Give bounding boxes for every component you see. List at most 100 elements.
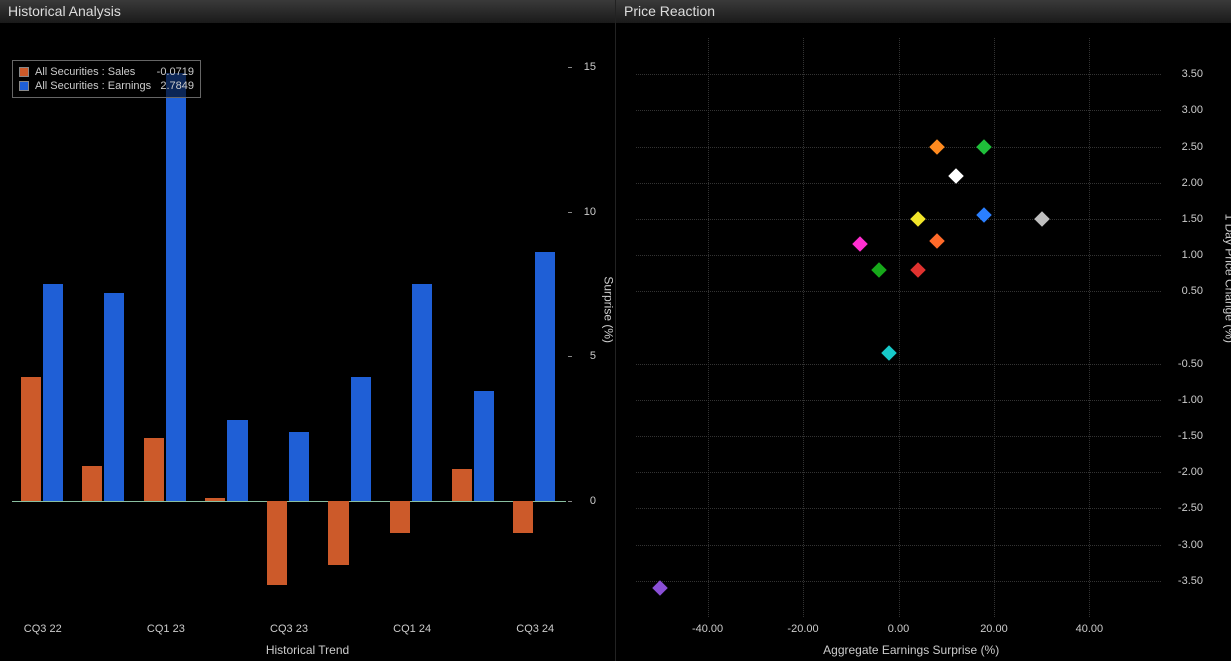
bar-earnings[interactable] — [104, 293, 124, 501]
bar-earnings[interactable] — [351, 377, 371, 501]
scatter-point[interactable] — [948, 168, 964, 184]
panel-tab-price-reaction[interactable]: Price Reaction — [616, 0, 1231, 24]
scatter-y-tick-label: -1.50 — [1178, 430, 1203, 442]
scatter-grid-h — [636, 581, 1161, 582]
scatter-x-tick-label: -40.00 — [692, 623, 723, 635]
dashboard-container: Historical Analysis 051015CQ3 22CQ1 23CQ… — [0, 0, 1231, 661]
bar-plot: 051015CQ3 22CQ1 23CQ3 23CQ1 24CQ3 24 — [12, 38, 566, 617]
legend-swatch — [19, 81, 29, 91]
scatter-y-tick-label: 3.00 — [1182, 104, 1203, 116]
scatter-grid-h — [636, 400, 1161, 401]
scatter-grid-h — [636, 110, 1161, 111]
zero-line — [12, 501, 566, 502]
bar-sales[interactable] — [144, 438, 164, 502]
scatter-y-tick-label: 2.00 — [1182, 177, 1203, 189]
scatter-grid-h — [636, 291, 1161, 292]
scatter-x-tick-label: 0.00 — [888, 623, 909, 635]
scatter-point[interactable] — [652, 580, 668, 596]
scatter-plot: -40.00-20.000.0020.0040.00-3.50-3.00-2.5… — [636, 38, 1161, 617]
scatter-point[interactable] — [853, 236, 869, 252]
legend-box: All Securities : Sales -0.0719All Securi… — [12, 60, 201, 98]
legend-row: All Securities : Sales -0.0719 — [19, 65, 194, 79]
panel-tab-historical[interactable]: Historical Analysis — [0, 0, 615, 24]
bar-y-tick-mark — [568, 501, 572, 502]
scatter-x-tick-label: 20.00 — [980, 623, 1008, 635]
bar-y-tick-label: 10 — [584, 206, 596, 218]
bar-chart-area: 051015CQ3 22CQ1 23CQ3 23CQ1 24CQ3 24 All… — [0, 24, 615, 661]
scatter-y-tick-label: -0.50 — [1178, 358, 1203, 370]
price-reaction-panel: Price Reaction -40.00 -20.00 0.00 20.00 40.0… — [616, 0, 1231, 661]
bar-y-axis-title: Surprise (%) — [602, 276, 616, 343]
bar-sales[interactable] — [513, 501, 533, 533]
scatter-point[interactable] — [929, 139, 945, 155]
scatter-y-tick-label: 2.50 — [1182, 141, 1203, 153]
bar-y-tick-label: 5 — [590, 350, 596, 362]
scatter-x-tick-label: -20.00 — [787, 623, 818, 635]
bar-sales[interactable] — [21, 377, 41, 501]
scatter-point[interactable] — [910, 262, 926, 278]
scatter-point[interactable] — [872, 262, 888, 278]
scatter-grid-h — [636, 436, 1161, 437]
scatter-y-tick-label: 3.50 — [1182, 68, 1203, 80]
scatter-y-axis-title: 1 Day Price Change (%) — [1222, 213, 1231, 342]
scatter-grid-v — [994, 38, 995, 617]
scatter-y-tick-label: 1.00 — [1182, 249, 1203, 261]
bar-earnings[interactable] — [412, 284, 432, 501]
scatter-point[interactable] — [910, 211, 926, 227]
bar-y-tick-mark — [568, 356, 572, 357]
scatter-point[interactable] — [881, 345, 897, 361]
scatter-grid-h — [636, 472, 1161, 473]
scatter-y-tick-label: -3.50 — [1178, 575, 1203, 587]
scatter-grid-h — [636, 255, 1161, 256]
bar-earnings[interactable] — [43, 284, 63, 501]
scatter-point[interactable] — [977, 208, 993, 224]
scatter-grid-v — [1089, 38, 1090, 617]
bar-x-tick-label: CQ3 24 — [516, 623, 554, 635]
bar-sales[interactable] — [452, 469, 472, 501]
scatter-y-tick-label: -2.00 — [1178, 466, 1203, 478]
scatter-x-axis-title: Aggregate Earnings Surprise (%) — [823, 643, 999, 657]
scatter-grid-h — [636, 545, 1161, 546]
panel-title: Historical Analysis — [8, 3, 121, 19]
scatter-x-tick-label: 40.00 — [1076, 623, 1104, 635]
bar-earnings[interactable] — [474, 391, 494, 501]
bar-sales[interactable] — [390, 501, 410, 533]
bar-sales[interactable] — [328, 501, 348, 565]
bar-sales[interactable] — [267, 501, 287, 585]
legend-label: All Securities : Earnings 2.7849 — [35, 80, 194, 92]
bar-y-tick-label: 0 — [590, 495, 596, 507]
bar-earnings[interactable] — [166, 73, 186, 501]
bar-y-tick-label: 15 — [584, 61, 596, 73]
scatter-y-tick-label: 0.50 — [1182, 285, 1203, 297]
scatter-grid-h — [636, 147, 1161, 148]
scatter-chart-area: -40.00 -20.00 0.00 20.00 40.00 -3.50 -3.00 -2.5… — [616, 24, 1231, 661]
bar-x-tick-label: CQ3 23 — [270, 623, 308, 635]
legend-row: All Securities : Earnings 2.7849 — [19, 79, 194, 93]
legend-swatch — [19, 67, 29, 77]
scatter-point[interactable] — [1034, 211, 1050, 227]
scatter-grid-v — [803, 38, 804, 617]
scatter-y-tick-label: -2.50 — [1178, 502, 1203, 514]
panel-title: Price Reaction — [624, 3, 715, 19]
scatter-grid-h — [636, 219, 1161, 220]
scatter-point[interactable] — [977, 139, 993, 155]
scatter-grid-h — [636, 508, 1161, 509]
scatter-point[interactable] — [929, 233, 945, 249]
historical-analysis-panel: Historical Analysis 051015CQ3 22CQ1 23CQ… — [0, 0, 616, 661]
scatter-grid-v — [899, 38, 900, 617]
bar-x-tick-label: CQ1 23 — [147, 623, 185, 635]
bar-earnings[interactable] — [535, 252, 555, 501]
scatter-grid-h — [636, 74, 1161, 75]
bar-earnings[interactable] — [227, 420, 247, 501]
bar-y-tick-mark — [568, 212, 572, 213]
bar-sales[interactable] — [205, 498, 225, 501]
bar-x-tick-label: CQ3 22 — [24, 623, 62, 635]
scatter-grid-h — [636, 364, 1161, 365]
bar-sales[interactable] — [82, 466, 102, 501]
bar-y-tick-mark — [568, 67, 572, 68]
bar-earnings[interactable] — [289, 432, 309, 501]
bar-x-axis-title: Historical Trend — [266, 643, 349, 657]
bar-x-tick-label: CQ1 24 — [393, 623, 431, 635]
scatter-y-tick-label: -1.00 — [1178, 394, 1203, 406]
scatter-y-tick-label: -3.00 — [1178, 539, 1203, 551]
